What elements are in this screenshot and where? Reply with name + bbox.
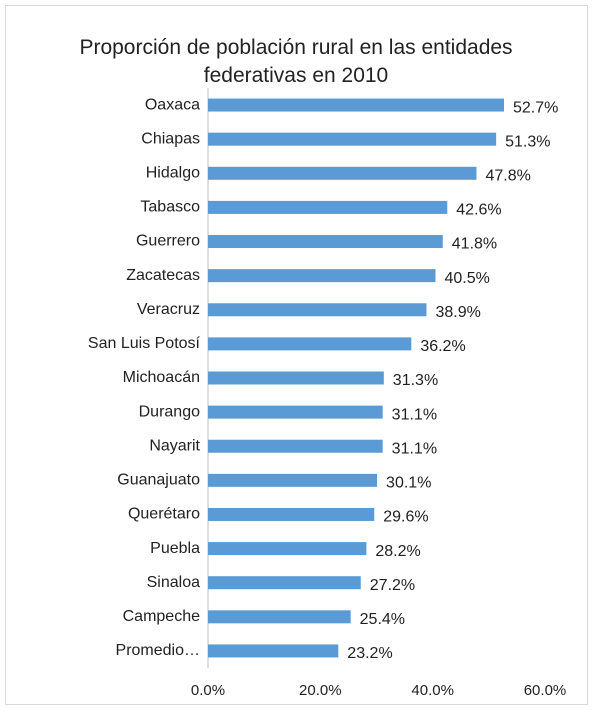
y-tick-label: Promedio… [116,642,200,659]
data-label: 31.1% [392,406,437,423]
y-tick-label: Durango [139,403,200,420]
y-tick-label: Veracruz [137,301,200,318]
y-tick-label: Nayarit [149,437,200,454]
bar [208,473,378,487]
data-label: 27.2% [370,577,415,594]
data-label: 36.2% [420,338,465,355]
bar [208,610,351,624]
bar [208,98,504,112]
y-tick-label: Hidalgo [146,165,200,182]
bar [208,644,339,658]
x-tick-label: 60.0% [524,682,567,699]
bar [208,337,412,351]
y-tick-label: Zacatecas [126,267,200,284]
bar [208,132,497,146]
data-label: 31.3% [393,372,438,389]
data-label: 28.2% [375,543,420,560]
y-tick-label: Puebla [150,540,200,557]
data-label: 31.1% [392,440,437,457]
x-tick-label: 0.0% [191,682,225,699]
bar [208,371,384,385]
bar [208,269,436,283]
y-tick-label: Guerrero [136,233,200,250]
data-label: 42.6% [456,202,501,219]
bar [208,542,367,556]
x-tick-label: 20.0% [299,682,342,699]
data-label: 41.8% [452,236,497,253]
y-tick-label: Michoacán [123,369,200,386]
bar [208,507,375,521]
chart-border [5,5,588,705]
y-tick-label: Campeche [123,608,200,625]
bar [208,235,443,249]
bar [208,405,383,419]
data-label: 52.7% [513,99,558,116]
bar [208,439,383,453]
data-label: 40.5% [444,270,489,287]
data-label: 38.9% [435,304,480,321]
bar [208,166,477,180]
x-tick-label: 40.0% [411,682,454,699]
data-label: 47.8% [485,168,530,185]
y-tick-label: Chiapas [141,130,200,147]
y-tick-label: Oaxaca [145,96,200,113]
bar [208,200,448,214]
y-tick-label: Tabasco [140,199,200,216]
y-tick-label: Guanajuato [117,472,200,489]
bar [208,576,361,590]
data-label: 29.6% [383,509,428,526]
data-label: 23.2% [347,645,392,662]
chart-title: Proporción de población rural en las ent… [79,36,513,87]
y-tick-label: Sinaloa [147,574,200,591]
data-label: 25.4% [360,611,405,628]
bar [208,303,427,317]
data-label: 51.3% [505,133,550,150]
y-tick-label: San Luis Potosí [88,335,201,352]
data-label: 30.1% [386,475,431,492]
y-tick-label: Querétaro [128,506,200,523]
